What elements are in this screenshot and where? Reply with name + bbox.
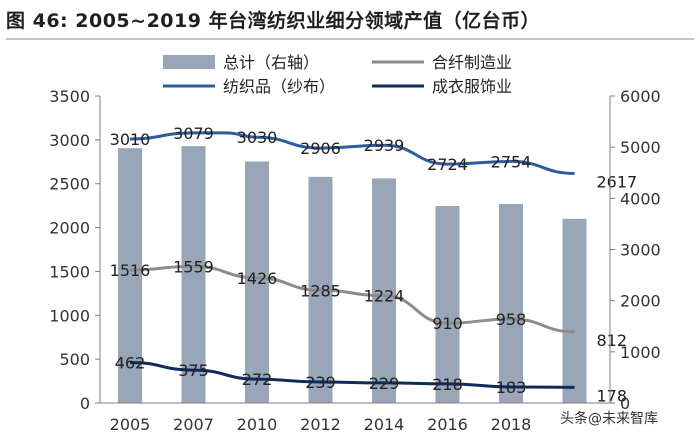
data-label-2-4: 229 <box>369 374 400 393</box>
right-tick-label: 0 <box>620 394 630 413</box>
data-label-0-0: 3010 <box>110 130 151 149</box>
left-tick-label: 2000 <box>49 219 90 238</box>
data-label-2-2: 272 <box>242 370 273 389</box>
x-tick-label: 2014 <box>364 415 405 434</box>
left-tick-label: 3500 <box>49 87 90 106</box>
bar-total-5 <box>435 206 460 403</box>
data-label-2-5: 218 <box>432 375 463 394</box>
right-tick-label: 1000 <box>620 343 661 362</box>
chart-title: 图 46: 2005~2019 年台湾纺织业细分领域产值（亿台币） <box>6 4 694 40</box>
bar-total-7 <box>562 218 587 403</box>
data-label-1-2: 1426 <box>237 269 278 288</box>
bar-total-6 <box>499 203 523 403</box>
watermark: 头条@未来智库 <box>560 411 658 427</box>
data-label-2-1: 375 <box>178 361 209 380</box>
series-line-1 <box>129 264 575 334</box>
series-line-2 <box>129 360 575 389</box>
right-tick-label: 5000 <box>620 138 661 157</box>
legend-label-2: 纺织品（纱布） <box>223 77 335 96</box>
data-label-1-3: 1285 <box>300 281 341 300</box>
right-tick-label: 2000 <box>620 292 661 311</box>
legend-label-0: 总计（右轴） <box>223 53 319 72</box>
axes-layer: 0 500 1000 1500 2000 2500 3000 3500 0 1000 2000 300… <box>49 87 660 434</box>
x-tick-label: 2012 <box>300 415 341 434</box>
series-line-0 <box>129 131 575 175</box>
data-label-2-7: 178 <box>597 386 628 405</box>
legend-label-3: 成衣服饰业 <box>432 77 512 96</box>
data-label-2-0: 462 <box>115 353 146 372</box>
legend-label-1: 合纤制造业 <box>432 53 512 72</box>
bar-total-2 <box>245 161 269 403</box>
left-tick-label: 1000 <box>49 306 90 325</box>
x-tick-label: 2010 <box>237 415 278 434</box>
data-label-0-4: 2939 <box>364 136 405 155</box>
data-label-0-6: 2754 <box>491 152 532 171</box>
x-tick-label: 2005 <box>110 415 151 434</box>
data-label-1-7: 812 <box>597 331 628 350</box>
data-label-0-1: 3079 <box>173 124 214 143</box>
data-label-0-7: 2617 <box>597 172 638 191</box>
data-label-2-6: 183 <box>496 378 527 397</box>
right-tick-label: 4000 <box>620 189 661 208</box>
data-label-0-5: 2724 <box>427 155 468 174</box>
bar-total-0 <box>118 148 142 403</box>
data-label-1-5: 910 <box>432 314 463 333</box>
x-tick-label: 2007 <box>173 415 214 434</box>
bar-total-4 <box>372 178 396 403</box>
left-tick-label: 0 <box>80 394 90 413</box>
x-tick-label: 2016 <box>427 415 468 434</box>
left-tick-label: 500 <box>59 350 90 369</box>
x-tick-label: 2018 <box>491 415 532 434</box>
data-label-1-6: 958 <box>496 310 527 329</box>
bar-total-1 <box>181 146 206 404</box>
right-tick-label: 3000 <box>620 241 661 260</box>
left-tick-label: 3000 <box>49 131 90 150</box>
left-tick-label: 1500 <box>49 262 90 281</box>
data-label-1-4: 1224 <box>364 287 405 306</box>
legend-swatch-0 <box>163 55 215 69</box>
data-label-0-3: 2906 <box>300 139 341 158</box>
data-label-0-2: 3030 <box>237 128 278 147</box>
data-label-2-3: 239 <box>305 373 336 392</box>
right-tick-label: 6000 <box>620 87 661 106</box>
data-label-1-1: 1559 <box>173 257 214 276</box>
left-tick-label: 2500 <box>49 175 90 194</box>
data-label-1-0: 1516 <box>110 261 151 280</box>
line-layer: 3010 3079 3030 2906 2939 2724 2754 2617 1516 1559… <box>110 124 638 405</box>
